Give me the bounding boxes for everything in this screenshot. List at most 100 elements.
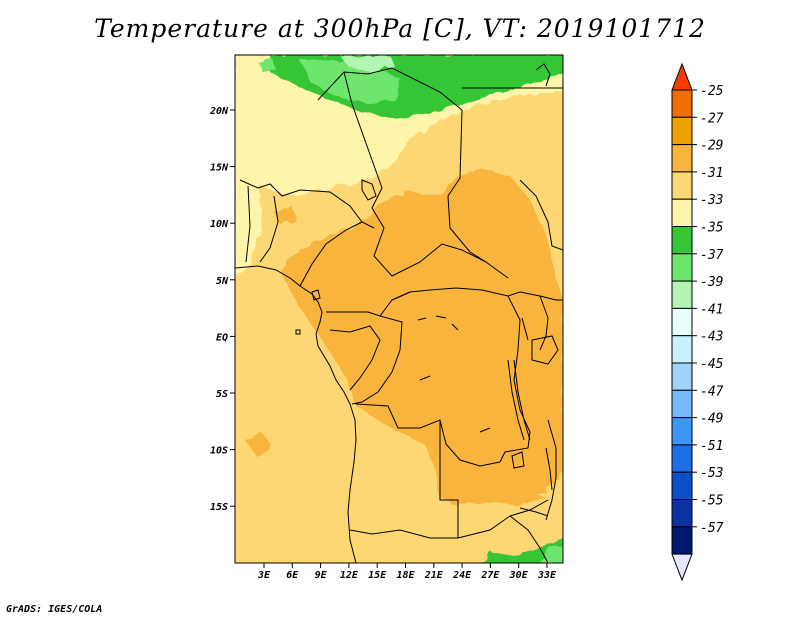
colorbar-swatch [671, 389, 693, 419]
lat-tick-label: 20N [209, 106, 229, 117]
drc-east-border [499, 295, 531, 463]
field-nw-blob [274, 206, 296, 224]
colorbar-swatch [671, 444, 693, 473]
colorbar-label: -57 [700, 521, 724, 536]
lat-tick-label: 15N [210, 163, 229, 174]
nigeria-border [239, 179, 375, 229]
uganda-kenya-border [539, 295, 549, 351]
zimbabwe-border [509, 515, 549, 563]
colorbar-label: -37 [700, 248, 724, 263]
lat-tick-label: 15S [210, 502, 228, 513]
colorbar-swatch [671, 280, 693, 309]
lake-victoria [531, 335, 559, 365]
lat-tick-label: 10S [210, 446, 228, 457]
field-se-green [480, 538, 563, 563]
colorbar-swatch [671, 198, 693, 227]
lake-malawi [545, 447, 553, 491]
lon-tick-label: 9E [315, 570, 328, 581]
colorbar-label: -25 [700, 84, 724, 99]
lon-tick-label: 30E [509, 570, 529, 581]
colorbar-label: -29 [700, 139, 723, 154]
lon-tick-label: 27E [480, 570, 500, 581]
field-sw-blob [245, 432, 272, 458]
ethiopia-sudan-border [519, 179, 563, 251]
colorbar-label: -45 [700, 357, 724, 372]
latitude-ticks: 20N 15N 10N 5N EQ 5S 10S 15S [209, 106, 235, 513]
colorbar-label: -33 [700, 193, 723, 208]
colorbar-label: -35 [700, 221, 724, 236]
colorbar-label: -47 [700, 384, 724, 399]
lon-tick-label: 12E [340, 570, 359, 581]
colorbar-top-triangle [671, 62, 693, 91]
nigeria-cameroon-border [299, 221, 363, 287]
lake-chad [361, 179, 377, 201]
lon-tick-label: 15E [368, 570, 387, 581]
lake-tanganyika [507, 359, 525, 441]
colorbar-swatch [671, 499, 693, 528]
colorbar-swatch [671, 362, 693, 391]
gabon-congo-border [329, 325, 381, 391]
west-coastline [235, 265, 357, 563]
colorbar-swatch [671, 307, 693, 337]
chad-car-border [373, 227, 487, 277]
colorbar-swatch [671, 226, 693, 255]
colorbar-swatch [671, 171, 693, 200]
lat-tick-label: 5S [216, 389, 228, 400]
colorbar-bottom-triangle [671, 553, 693, 582]
colorbar-label: -55 [700, 494, 724, 509]
angola-zambia-border [439, 420, 459, 538]
colorbar-swatch [671, 116, 693, 146]
congo-drc-border [351, 315, 403, 405]
map-frame [234, 54, 564, 564]
colorbar-swatch [671, 253, 693, 282]
field-green-pale [340, 56, 395, 72]
field-south-warm [438, 478, 545, 506]
field-green-nw [258, 58, 276, 72]
longitude-ticks: 3E 6E 9E 12E 15E 18E 21E 24E 27E 30E 33E [257, 563, 557, 581]
colorbar-label: -53 [700, 466, 723, 481]
red-sea-coast [535, 63, 551, 87]
colorbar-swatch [671, 144, 693, 173]
mozambique-coast [545, 419, 557, 521]
lon-tick-label: 18E [396, 570, 415, 581]
colorbar-label: -41 [700, 302, 723, 317]
field-central-warm [280, 168, 563, 500]
colorbar: -25 -27 -29 -31 -33 -35 -37 -39 -41 -43 -45 -47 -49 -… [671, 62, 724, 582]
libya-chad-border [317, 67, 463, 111]
lon-tick-label: 24E [452, 570, 472, 581]
field-west-cool [235, 180, 262, 276]
niger-chad-border [343, 71, 385, 229]
temperature-field [235, 55, 563, 563]
colorbar-label: -43 [700, 330, 723, 345]
chart-title: Temperature at 300hPa [C], VT: 201910171… [94, 14, 706, 43]
lat-tick-label: EQ [216, 332, 228, 343]
lat-tick-label: 10N [210, 219, 229, 230]
kariba-lake [519, 507, 549, 517]
lake-mweru [511, 451, 525, 469]
colorbar-label: -27 [700, 111, 724, 126]
sao-tome [295, 329, 301, 335]
colorbar-label: -39 [700, 275, 723, 290]
colorbar-swatch [671, 89, 693, 118]
lon-tick-label: 33E [537, 570, 557, 581]
colorbar-swatch [671, 417, 693, 446]
colorbar-swatch [671, 335, 693, 364]
east-africa-border [519, 291, 563, 301]
lon-tick-label: 6E [286, 570, 299, 581]
map-borders [235, 63, 563, 563]
colorbar-label: -31 [700, 166, 723, 181]
colorbar-label: -49 [700, 412, 723, 427]
bioko-island [311, 289, 321, 301]
lon-tick-label: 21E [424, 570, 444, 581]
colorbar-swatch [671, 526, 693, 555]
lat-tick-label: 5N [216, 276, 229, 287]
colorbar-swatch [671, 471, 693, 501]
grads-credit: GrADS: IGES/COLA [6, 604, 103, 615]
lake-albert [521, 317, 529, 341]
colorbar-label: -51 [700, 439, 723, 454]
benin-border [245, 185, 251, 263]
angola-namibia-border [349, 529, 458, 539]
cameroon-nigeria-north [259, 195, 279, 263]
map-panel: 3E 6E 9E 12E 15E 18E 21E 24E 27E 30E 33E 20N 15N 10N… [209, 54, 564, 581]
